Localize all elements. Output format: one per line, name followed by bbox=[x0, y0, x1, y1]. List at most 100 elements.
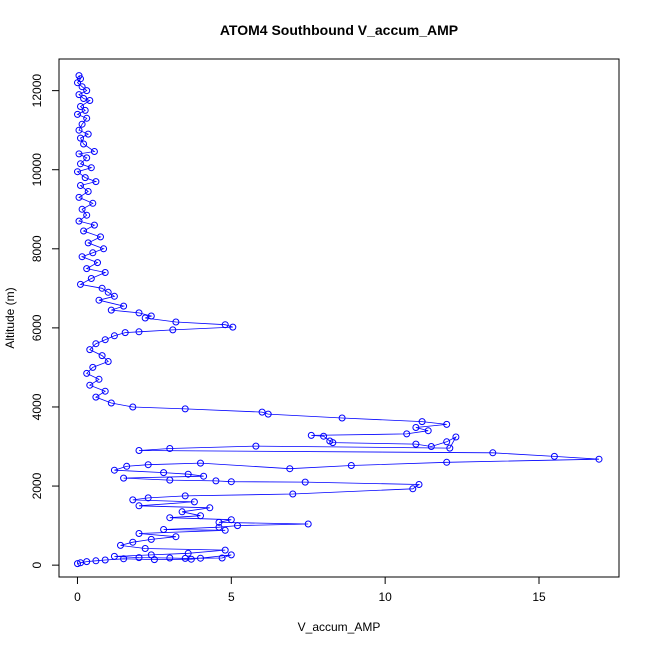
data-point bbox=[117, 541, 124, 549]
data-point bbox=[289, 490, 297, 498]
plot-frame bbox=[58, 58, 620, 578]
data-point bbox=[141, 314, 149, 322]
data-point bbox=[80, 227, 88, 235]
data-point bbox=[338, 414, 346, 422]
data-point bbox=[86, 97, 94, 104]
data-point bbox=[87, 275, 95, 282]
data-point bbox=[200, 472, 208, 480]
x-tick-label: 15 bbox=[532, 590, 546, 604]
y-tick-label: 10000 bbox=[30, 153, 44, 187]
data-point bbox=[104, 288, 112, 296]
data-point bbox=[150, 556, 158, 564]
data-point bbox=[418, 418, 426, 426]
data-point bbox=[123, 462, 131, 470]
data-point bbox=[86, 381, 94, 389]
data-point bbox=[129, 496, 137, 504]
data-point bbox=[147, 312, 155, 320]
data-point bbox=[107, 306, 115, 314]
data-point bbox=[83, 87, 91, 95]
data-point bbox=[89, 199, 97, 207]
data-point bbox=[197, 459, 204, 467]
data-point bbox=[101, 269, 109, 276]
data-point bbox=[92, 557, 100, 565]
data-point bbox=[227, 516, 235, 524]
chart-title: ATOM4 Southbound V_accum_AMP bbox=[220, 22, 458, 38]
y-tick-label: 12000 bbox=[30, 74, 44, 108]
data-point bbox=[550, 452, 558, 460]
data-point bbox=[443, 420, 451, 428]
data-point bbox=[75, 126, 83, 134]
data-point bbox=[90, 221, 98, 229]
data-point bbox=[172, 533, 180, 541]
data-point bbox=[84, 239, 92, 247]
data-point bbox=[92, 393, 100, 401]
y-tick-label: 2000 bbox=[30, 472, 44, 499]
data-point bbox=[427, 443, 435, 450]
data-point bbox=[304, 520, 312, 528]
data-point bbox=[135, 309, 143, 317]
data-point bbox=[84, 130, 92, 138]
data-point bbox=[443, 438, 451, 446]
data-point bbox=[141, 545, 149, 552]
data-point bbox=[264, 410, 272, 418]
data-point bbox=[78, 120, 86, 128]
data-point bbox=[110, 332, 118, 340]
data-point bbox=[104, 358, 112, 365]
data-point bbox=[320, 432, 328, 440]
data-point bbox=[83, 369, 91, 377]
data-point bbox=[84, 188, 92, 195]
y-tick-label: 0 bbox=[30, 561, 44, 568]
data-point bbox=[74, 168, 81, 176]
data-point bbox=[83, 154, 91, 162]
data-point bbox=[135, 502, 143, 510]
data-point bbox=[89, 249, 97, 257]
data-point bbox=[169, 326, 177, 334]
data-point bbox=[95, 296, 103, 304]
data-point bbox=[92, 178, 100, 186]
data-series bbox=[74, 72, 603, 568]
data-point bbox=[89, 363, 97, 371]
data-point bbox=[215, 523, 223, 531]
data-point bbox=[83, 265, 91, 273]
data-point bbox=[101, 336, 109, 344]
data-point bbox=[75, 72, 83, 80]
data-point bbox=[446, 444, 454, 452]
data-point bbox=[452, 433, 460, 441]
data-point bbox=[90, 148, 98, 155]
data-point bbox=[100, 245, 108, 253]
data-point bbox=[301, 478, 309, 486]
data-point bbox=[166, 514, 174, 522]
data-point bbox=[101, 387, 109, 395]
data-point bbox=[412, 424, 420, 431]
data-point bbox=[166, 554, 174, 562]
y-axis-label: Altitude (m) bbox=[3, 287, 17, 348]
data-point bbox=[74, 560, 81, 568]
data-point bbox=[120, 302, 128, 310]
data-point bbox=[120, 555, 128, 563]
data-point bbox=[227, 478, 235, 486]
data-point bbox=[166, 476, 174, 484]
data-point bbox=[144, 461, 152, 469]
data-point bbox=[77, 280, 84, 288]
data-point bbox=[443, 458, 451, 466]
data-point bbox=[78, 83, 86, 91]
data-point bbox=[75, 217, 83, 225]
y-axis: 0 2000 4000 6000 8000 10000 12000 bbox=[30, 74, 60, 568]
data-point bbox=[184, 549, 192, 557]
data-point bbox=[75, 150, 83, 158]
data-point bbox=[234, 522, 241, 530]
data-point bbox=[489, 449, 497, 457]
data-point bbox=[135, 530, 143, 537]
data-point bbox=[77, 182, 84, 189]
data-point bbox=[98, 352, 106, 360]
data-point bbox=[75, 91, 83, 99]
data-point bbox=[218, 554, 226, 562]
data-point bbox=[221, 321, 229, 329]
data-point bbox=[74, 79, 81, 87]
data-point bbox=[307, 431, 315, 439]
data-point bbox=[129, 403, 137, 411]
data-point bbox=[409, 485, 417, 493]
data-point bbox=[77, 160, 84, 168]
data-point bbox=[415, 481, 423, 488]
data-point bbox=[229, 323, 237, 331]
